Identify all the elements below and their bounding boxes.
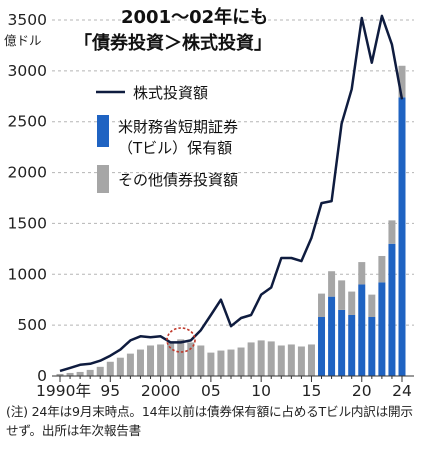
bar-tbill-2019 [348, 314, 356, 376]
bar-other-bonds-2001 [167, 342, 175, 376]
x-tick-2000: 2000 [141, 382, 180, 400]
bar-other-bonds-1999 [147, 345, 155, 376]
bar-other-bonds-2024 [398, 65, 406, 98]
bar-other-bonds-1997 [126, 353, 134, 376]
x-tick-2015: 15 [302, 382, 322, 400]
bar-other-bonds-1994 [96, 366, 104, 376]
bar-tbill-2022 [378, 282, 386, 376]
x-tick-2024: 24 [392, 382, 412, 400]
bar-tbill-2017 [328, 296, 336, 376]
bar-other-bonds-2016 [318, 293, 326, 318]
bar-series [56, 65, 406, 376]
bar-other-bonds-2007 [227, 349, 235, 376]
bar-tbill-2016 [318, 317, 326, 376]
y-tick-1500: 1500 [8, 214, 47, 232]
legend-line-label: 株式投資額 [133, 84, 208, 102]
bar-tbill-2018 [338, 309, 346, 376]
bar-tbill-2024 [398, 97, 406, 376]
y-tick-2000: 2000 [8, 164, 47, 182]
bar-other-bonds-2010 [257, 340, 265, 376]
legend-tbill-label-2: （Tビル）保有額 [118, 139, 232, 157]
bar-other-bonds-2005 [207, 352, 215, 376]
y-tick-2500: 2500 [8, 113, 47, 131]
y-tick-500: 500 [17, 316, 47, 334]
bar-other-bonds-2000 [157, 344, 165, 376]
bar-tbill-2020 [358, 284, 366, 376]
y-tick-0: 0 [37, 367, 47, 385]
legend-tbill-swatch [97, 115, 109, 147]
bar-other-bonds-2022 [378, 255, 386, 283]
bar-other-bonds-2020 [358, 262, 366, 285]
bar-other-bonds-2011 [267, 341, 275, 376]
stock-investment-line [59, 14, 404, 373]
bar-other-bonds-2017 [328, 271, 336, 297]
bar-other-bonds-2004 [197, 345, 205, 376]
bar-other-bonds-2018 [338, 280, 346, 310]
y-tick-1000: 1000 [8, 265, 47, 283]
bar-other-bonds-1993 [86, 369, 94, 376]
bar-other-bonds-2023 [388, 220, 396, 244]
bar-other-bonds-2019 [348, 291, 356, 315]
x-tick-labels: 1990年 95 2000 05 10 15 20 24 [36, 382, 412, 400]
bar-tbill-2023 [388, 243, 396, 376]
legend-gray-swatch [97, 165, 109, 193]
legend-tbill-label-1: 米財務省短期証券 [118, 118, 238, 136]
bar-other-bonds-2003 [187, 342, 195, 376]
chart: 0 500 1000 1500 2000 2500 3000 3500 1990年 95 2000… [4, 6, 414, 400]
chart-title-line2: 「債券投資＞株式投資」 [74, 32, 272, 54]
y-unit-label: 億ドル [4, 33, 42, 48]
bar-other-bonds-1991 [66, 372, 74, 376]
x-tick-2005: 05 [201, 382, 221, 400]
chart-title-line1: 2001～02年にも [121, 6, 268, 28]
gridlines [52, 19, 414, 326]
bar-other-bonds-2009 [247, 342, 255, 376]
bar-other-bonds-1990 [56, 373, 64, 376]
footnote: (注) 24年は9月末時点。14年以前は債券保有額に占めるTビル内訳は開示せず。… [6, 404, 413, 438]
bar-other-bonds-1995 [106, 361, 114, 376]
bar-other-bonds-2008 [237, 347, 245, 376]
x-tick-1990: 1990年 [36, 382, 91, 400]
x-axis [52, 375, 414, 382]
x-tick-1995: 95 [100, 382, 120, 400]
bar-other-bonds-2002 [177, 339, 185, 376]
bar-other-bonds-2012 [277, 345, 285, 376]
bar-other-bonds-2006 [217, 350, 225, 376]
highlight-circle-2001-2002 [166, 327, 196, 353]
y-tick-3000: 3000 [8, 62, 47, 80]
bar-other-bonds-1992 [76, 371, 84, 376]
line-series [59, 14, 404, 373]
bar-tbill-2021 [368, 317, 376, 376]
bar-other-bonds-2013 [287, 344, 295, 376]
bar-other-bonds-2014 [297, 346, 305, 376]
y-tick-labels: 0 500 1000 1500 2000 2500 3000 3500 [8, 11, 47, 385]
x-tick-2020: 20 [352, 382, 372, 400]
legend: 株式投資額 米財務省短期証券 （Tビル）保有額 その他債券投資額 [96, 84, 238, 193]
y-tick-3500: 3500 [8, 11, 47, 29]
legend-gray-label: その他債券投資額 [118, 171, 238, 189]
bar-other-bonds-2021 [368, 294, 376, 318]
bar-other-bonds-2015 [307, 344, 315, 376]
x-tick-2010: 10 [251, 382, 271, 400]
bar-other-bonds-1998 [136, 349, 144, 376]
bar-other-bonds-1996 [116, 357, 124, 376]
